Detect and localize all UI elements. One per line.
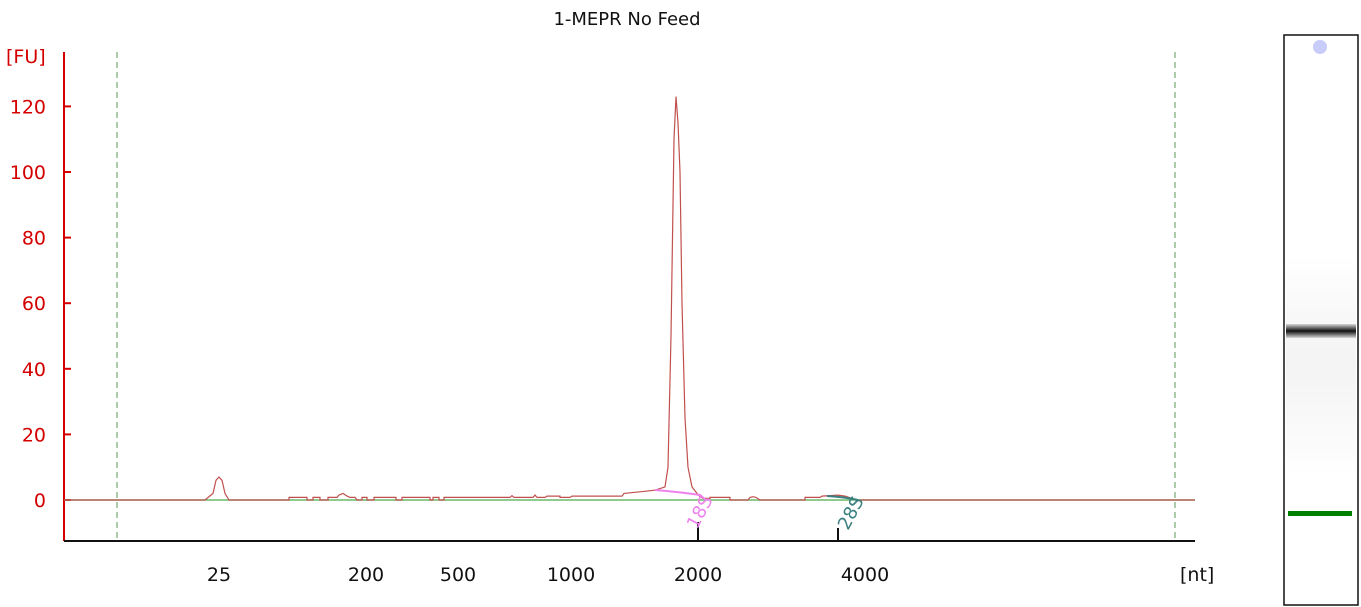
y-tick-label: 0 bbox=[34, 490, 46, 512]
y-axis-unit-label: [FU] bbox=[6, 46, 46, 68]
gel-upper-marker-dot bbox=[1313, 40, 1327, 54]
marker-lines bbox=[116, 52, 1176, 541]
y-tick-label: 80 bbox=[22, 228, 46, 250]
x-axis-unit-label: [nt] bbox=[1180, 564, 1214, 586]
x-tick-label: 25 bbox=[207, 564, 231, 586]
gel-lower-marker-band bbox=[1288, 511, 1352, 516]
y-tick-label: 20 bbox=[22, 424, 46, 446]
trace-line bbox=[64, 96, 1195, 501]
x-tick-label: 4000 bbox=[841, 564, 889, 586]
x-tick-label: 2000 bbox=[674, 564, 722, 586]
x-tick-label: 500 bbox=[440, 564, 476, 586]
axes: 0 20 40 60 80 100 120 25 200 500 1000 2000 4000 bbox=[10, 52, 1195, 586]
peak-28s-label: 28S bbox=[834, 493, 869, 533]
peak-annotations: 18S 28S bbox=[654, 489, 869, 533]
peak-18s-fit bbox=[654, 489, 707, 501]
gel-main-band bbox=[1286, 324, 1356, 338]
x-tick-label: 1000 bbox=[547, 564, 595, 586]
x-tick-label: 200 bbox=[348, 564, 384, 586]
chart-title: 1-MEPR No Feed bbox=[553, 9, 700, 30]
trace-series bbox=[64, 96, 1195, 501]
y-tick-label: 60 bbox=[22, 293, 46, 315]
y-tick-label: 100 bbox=[10, 162, 46, 184]
y-tick-label: 40 bbox=[22, 359, 46, 381]
peak-28s-fit bbox=[826, 495, 859, 501]
gel-lane bbox=[1283, 34, 1359, 606]
peak-18s-label: 18S bbox=[683, 492, 718, 532]
y-tick-label: 120 bbox=[10, 96, 46, 118]
gel-lane-smear bbox=[1286, 255, 1356, 475]
